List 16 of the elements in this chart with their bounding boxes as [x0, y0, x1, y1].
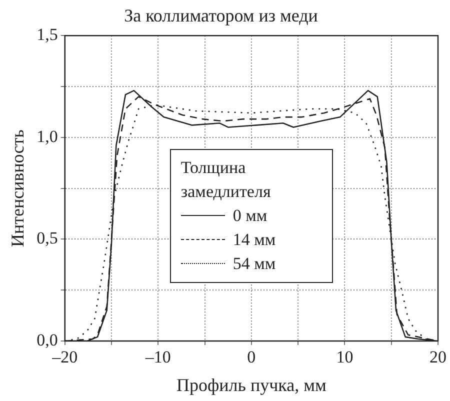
chart-title: За коллиматором из меди [124, 6, 318, 26]
x-tick-label: 0 [247, 348, 256, 367]
y-tick-label: 1,5 [36, 25, 58, 44]
x-axis-title: Профиль пучка, мм [176, 374, 326, 395]
x-tick-label: –20 [51, 348, 78, 367]
x-tick-label: –10 [144, 348, 171, 367]
legend-title: Толщина замедлителя [180, 156, 272, 203]
x-tick-label: 10 [336, 348, 354, 367]
y-tick-label: 0,0 [36, 330, 58, 350]
y-tick-label: 0,5 [36, 228, 58, 248]
legend-label: 54 мм [232, 252, 276, 275]
y-tick-label: 1,0 [36, 126, 58, 146]
y-axis-title: Интенсивность [8, 130, 28, 247]
legend-label: 0 мм [232, 204, 268, 227]
x-tick-label: 20 [430, 348, 446, 367]
legend-label: 14 мм [232, 228, 276, 251]
